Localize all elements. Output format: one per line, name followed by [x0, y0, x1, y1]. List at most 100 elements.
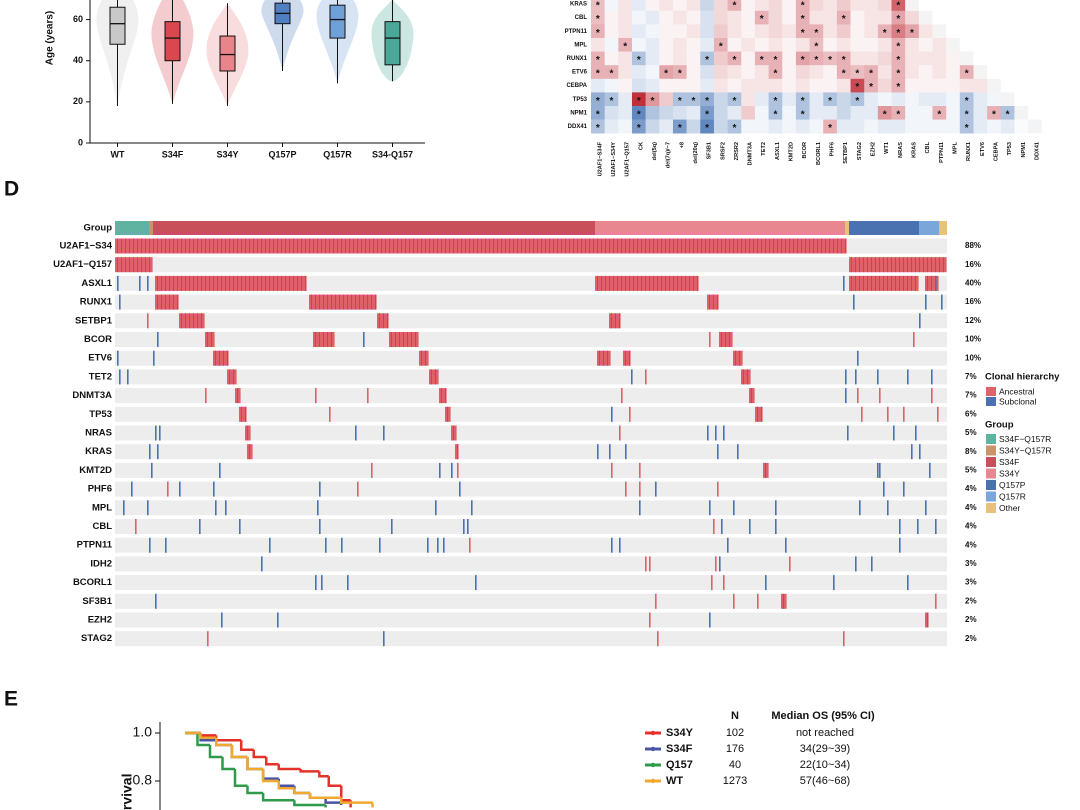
gene-label: DNMT3A	[72, 390, 112, 401]
subclonal-stripe	[657, 275, 658, 291]
subclonal-stripe	[601, 238, 602, 254]
cell	[700, 24, 715, 39]
subclonal-stripe	[903, 275, 904, 291]
cell	[631, 65, 646, 80]
cell	[631, 0, 646, 12]
subclonal-stripe	[607, 350, 608, 366]
cell	[713, 119, 728, 134]
diagonal-cell	[1014, 106, 1029, 120]
subclonal-mutation	[785, 537, 787, 553]
ancestral-mutation	[205, 388, 207, 404]
ancestral-mutation	[931, 388, 933, 404]
subclonal-mutation	[153, 350, 155, 366]
cell	[659, 10, 674, 25]
subclonal-stripe	[357, 238, 358, 254]
cell	[795, 0, 810, 12]
subclonal-mutation	[775, 500, 777, 516]
significance-star: *	[760, 55, 764, 66]
subclonal-stripe	[177, 275, 178, 291]
gene-label: PTPN11	[77, 540, 113, 551]
subclonal-stripe	[425, 238, 426, 254]
cell	[631, 51, 646, 66]
subclonal-stripe	[513, 238, 514, 254]
cell	[809, 92, 824, 107]
subclonal-stripe	[669, 275, 670, 291]
ancestral-mutation	[649, 556, 651, 572]
legend-header: Median OS (95% CI)	[771, 710, 875, 722]
cell	[631, 10, 646, 25]
cell	[713, 0, 728, 12]
cell	[727, 65, 742, 80]
subclonal-mutation	[347, 575, 349, 591]
survival-step	[199, 733, 217, 737]
subclonal-mutation	[907, 575, 909, 591]
y-tick-label: 20	[73, 96, 83, 106]
column-label: SF3B1	[707, 142, 713, 159]
row-background	[115, 556, 947, 572]
ancestral-mutation	[913, 332, 915, 347]
cell	[700, 78, 715, 93]
subclonal-stripe	[389, 238, 390, 254]
subclonal-stripe	[891, 257, 892, 273]
cell	[864, 78, 879, 93]
column-label: STAG2	[857, 142, 863, 160]
subclonal-stripe	[289, 275, 290, 291]
subclonal-stripe	[673, 275, 674, 291]
subclonal-mutation	[463, 519, 465, 534]
cell	[713, 78, 728, 93]
subclonal-stripe	[211, 332, 212, 347]
subclonal-stripe	[249, 444, 250, 460]
gene-label: KRAS	[85, 446, 112, 457]
subclonal-stripe	[441, 238, 442, 254]
subclonal-stripe	[237, 238, 238, 254]
subclonal-mutation	[715, 425, 717, 441]
cell	[823, 0, 838, 12]
subclonal-stripe	[129, 238, 130, 254]
ancestral-mutation	[937, 406, 939, 422]
subclonal-stripe	[233, 275, 234, 291]
cell	[946, 106, 961, 120]
ancestral-mutation	[789, 556, 791, 572]
cell	[631, 106, 646, 120]
subclonal-stripe	[327, 294, 328, 310]
cell	[713, 106, 728, 120]
cell	[659, 38, 674, 52]
subclonal-mutation	[277, 612, 279, 628]
row-background	[115, 537, 947, 553]
ancestral-mutation	[357, 481, 359, 497]
cell	[672, 106, 687, 120]
subclonal-stripe	[343, 294, 344, 310]
subclonal-stripe	[185, 275, 186, 291]
subclonal-mutation	[149, 444, 151, 460]
cell	[877, 78, 892, 93]
subclonal-stripe	[919, 257, 920, 273]
significance-star: *	[896, 69, 900, 80]
cell	[836, 65, 851, 80]
gene-label: TET2	[89, 371, 112, 382]
subclonal-stripe	[637, 238, 638, 254]
subclonal-stripe	[323, 294, 324, 310]
cell	[836, 38, 851, 52]
cell	[645, 65, 660, 80]
cell	[877, 65, 892, 80]
row-label: DDX41	[568, 124, 588, 130]
subclonal-stripe	[225, 238, 226, 254]
subclonal-mutation	[355, 425, 357, 441]
cell	[618, 106, 633, 120]
subclonal-stripe	[165, 294, 166, 310]
ancestral-mutation	[887, 406, 889, 422]
cell	[768, 119, 783, 134]
cell	[713, 10, 728, 25]
y-axis-label: Survival	[119, 774, 135, 810]
significance-star: *	[732, 123, 736, 134]
significance-star: *	[773, 109, 777, 120]
subclonal-stripe	[247, 425, 248, 441]
subclonal-stripe	[469, 238, 470, 254]
cell	[727, 119, 742, 134]
significance-star: *	[992, 109, 996, 120]
subclonal-mutation	[317, 500, 319, 516]
subclonal-stripe	[209, 238, 210, 254]
column-label: EZH2	[871, 142, 877, 156]
row-background	[115, 481, 947, 497]
gene-label: EZH2	[88, 615, 112, 626]
